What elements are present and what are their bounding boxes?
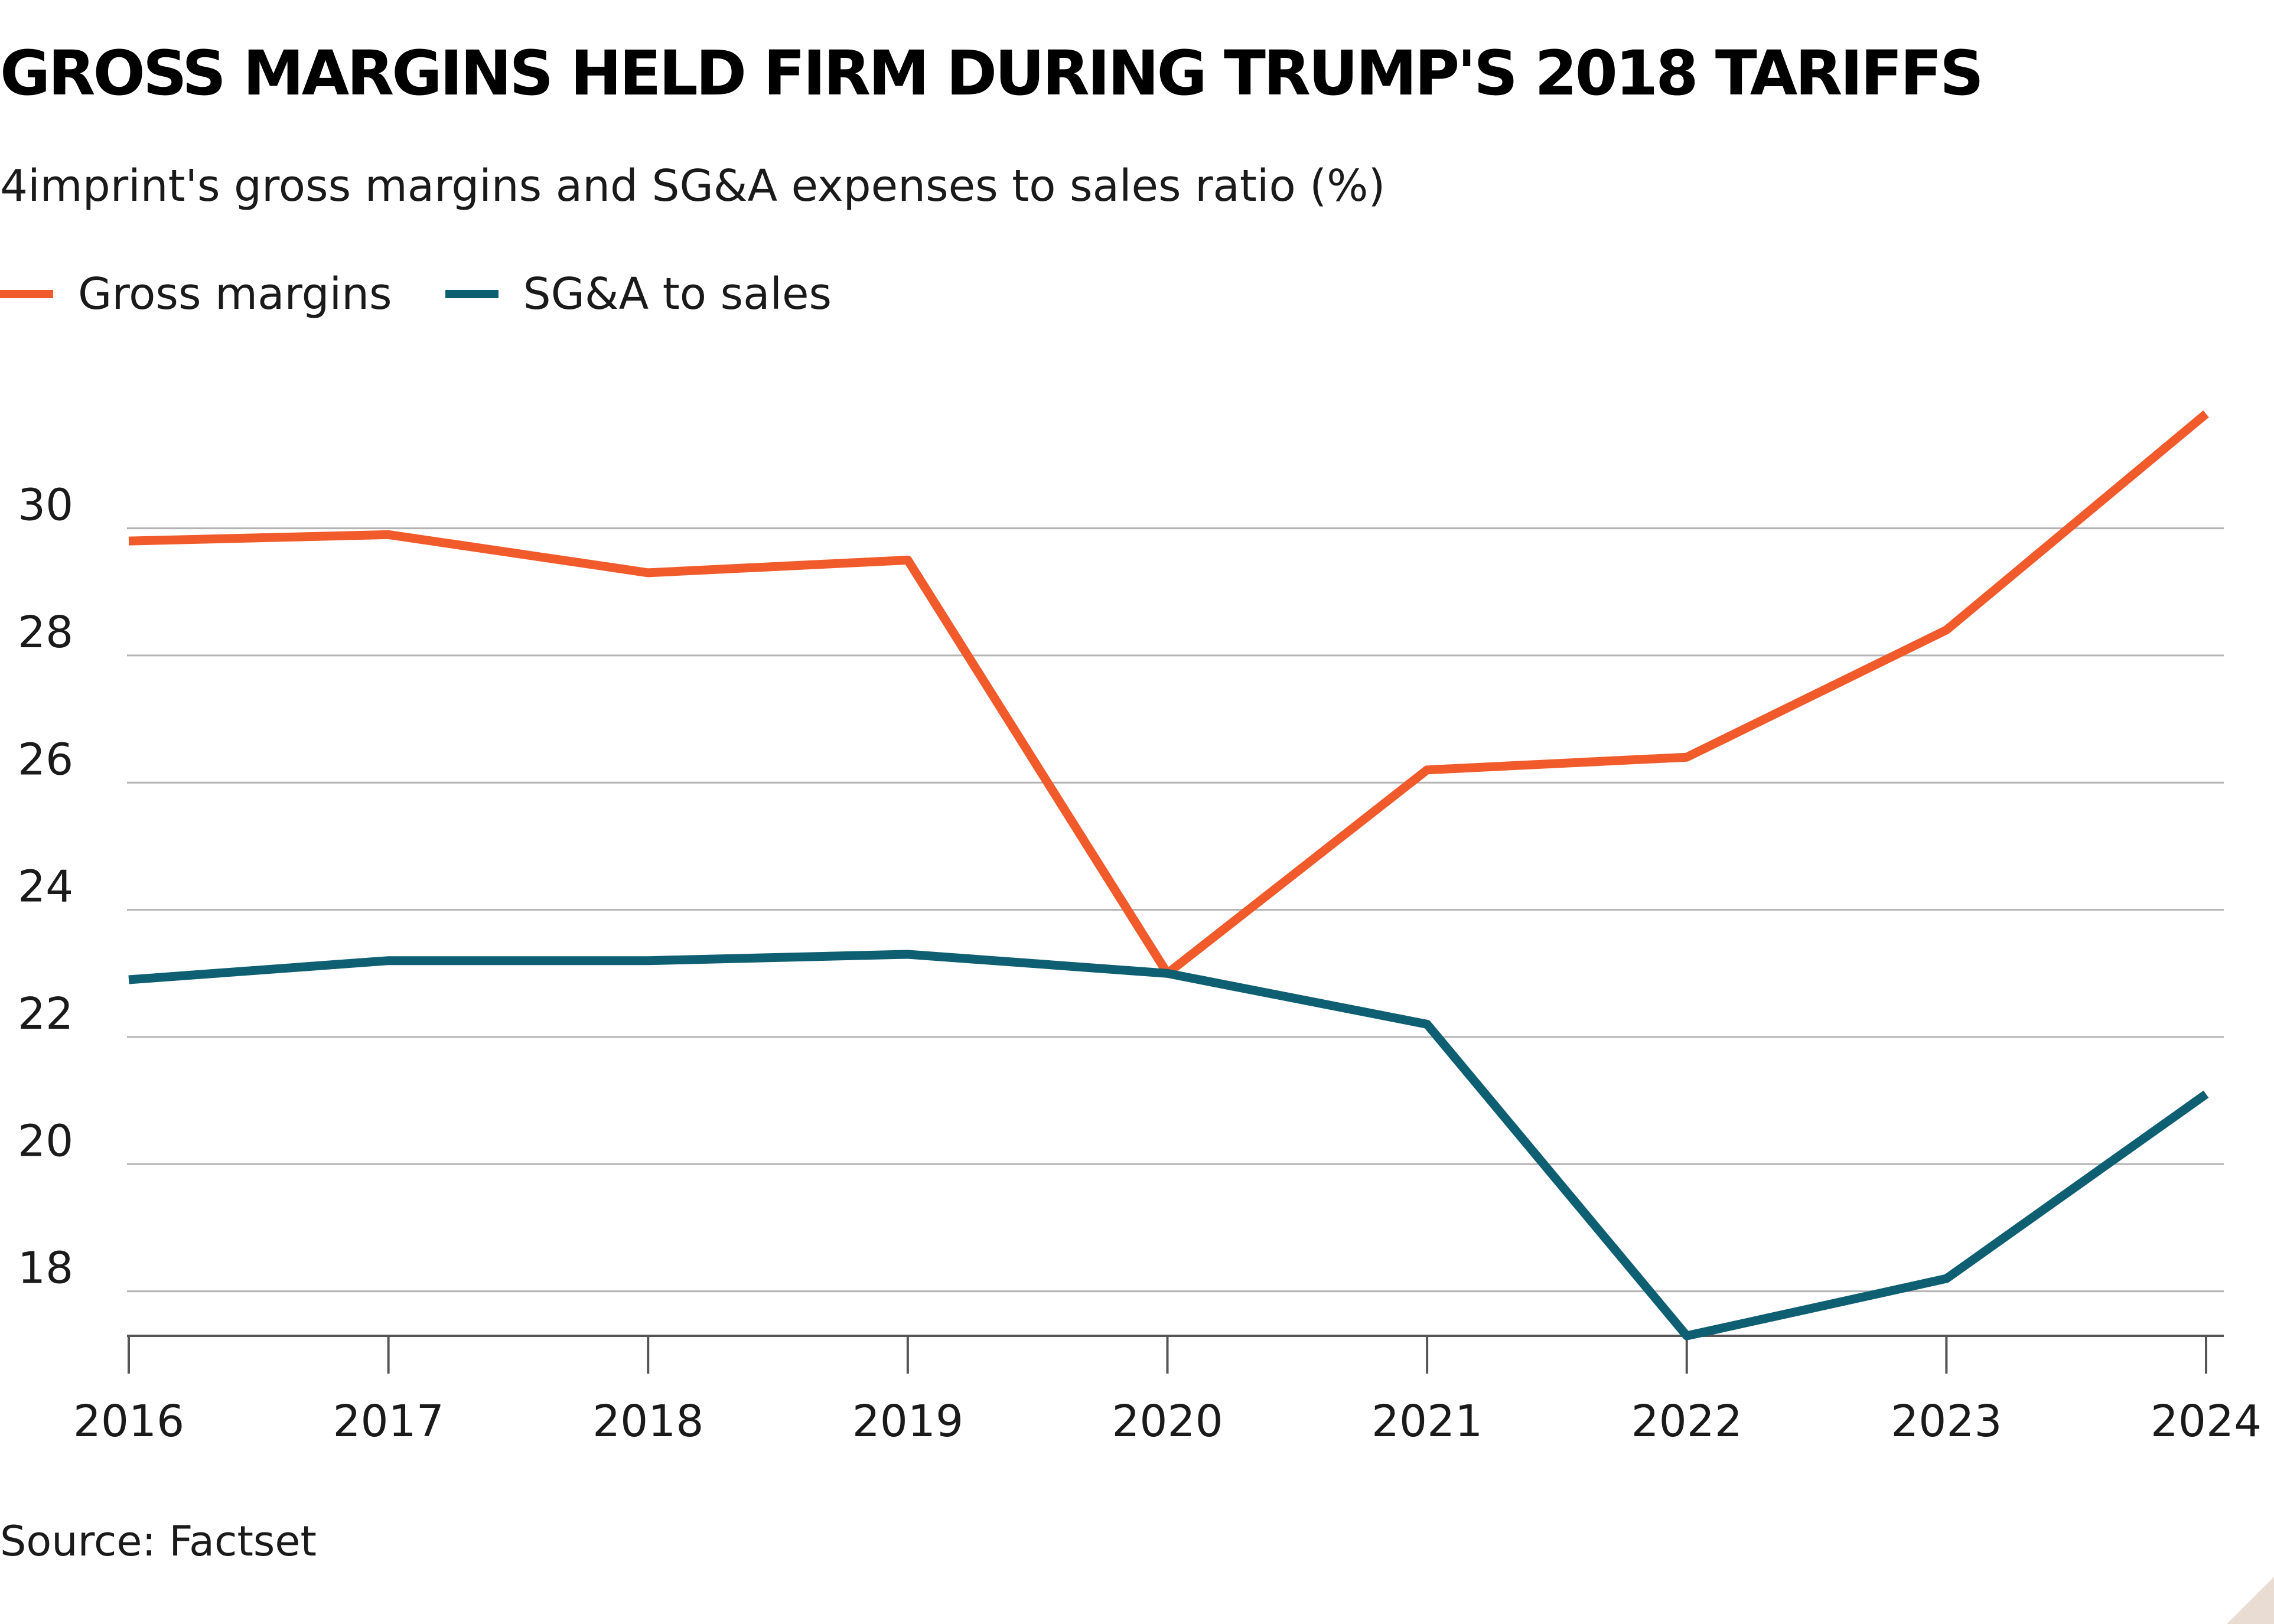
x-tick-label-2023: 2023 [1891,1396,2002,1447]
y-tick-label-18: 18 [18,1243,73,1294]
chart-subtitle: 4imprint's gross margins and SG&A expens… [0,161,1386,211]
legend-swatch-gross-margins [0,290,53,298]
legend-item-sga-to-sales: SG&A to sales [445,269,832,319]
chart-title: GROSS MARGINS HELD FIRM DURING TRUMP'S 2… [0,37,1984,109]
y-tick-label-26: 26 [18,734,73,785]
y-tick-label-30: 30 [18,480,73,531]
series-line-gross-margins [128,410,2209,978]
y-axis-ticks: 18 20 22 24 26 28 30 [18,480,73,1294]
y-tick-label-20: 20 [18,1116,73,1166]
x-tick-label-2017: 2017 [333,1396,444,1447]
legend-item-gross-margins: Gross margins [0,269,392,319]
x-tick-label-2019: 2019 [852,1396,963,1447]
y-tick-label-22: 22 [18,989,73,1039]
series-line-sg-a-to-sales [128,950,2209,1341]
x-axis-ticks: 2016 2017 2018 2019 2020 2021 2022 2023 2024 [73,1396,2262,1447]
legend: Gross margins SG&A to sales [0,265,885,324]
x-tick-label-2021: 2021 [1371,1396,1483,1447]
corner-fold-decoration [2227,1577,2274,1624]
series-lines [128,410,2209,1341]
grid-lines [127,527,2224,1293]
y-tick-label-28: 28 [18,607,73,658]
x-tick-label-2020: 2020 [1112,1396,1223,1447]
legend-label-gross-margins: Gross margins [78,269,392,319]
x-tick-label-2018: 2018 [592,1396,703,1447]
source-note: Source: Factset [0,1517,317,1566]
x-tick-label-2022: 2022 [1631,1396,1742,1447]
x-axis [127,1335,2224,1374]
legend-label-sga-to-sales: SG&A to sales [523,269,832,319]
legend-swatch-sga-to-sales [445,290,499,298]
x-tick-label-2024: 2024 [2151,1396,2262,1447]
x-tick-label-2016: 2016 [73,1396,184,1447]
y-tick-label-24: 24 [18,862,73,912]
